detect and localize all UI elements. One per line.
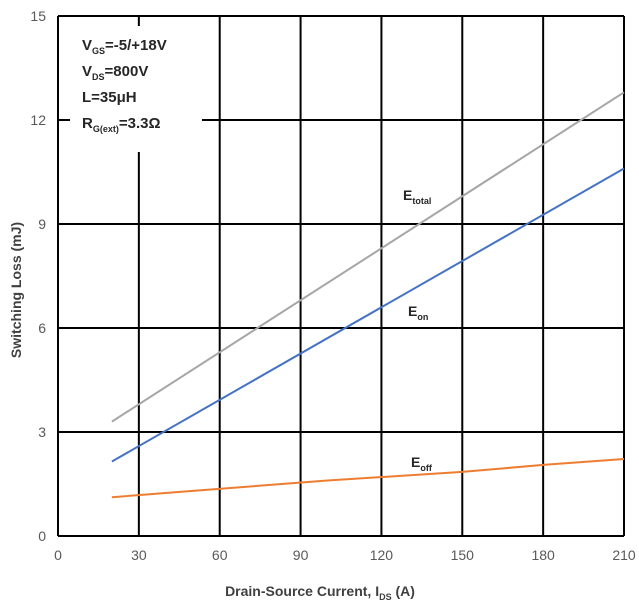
y-tick-label: 3 (38, 424, 46, 440)
x-tick-label: 150 (451, 547, 475, 563)
x-tick-label: 0 (54, 547, 62, 563)
x-tick-label: 90 (293, 547, 309, 563)
x-tick-label: 30 (131, 547, 147, 563)
y-axis-title: Switching Loss (mJ) (8, 222, 24, 358)
conditions-text: VGS=-5/+18V VDS=800V L=35μH RG(ext)=3.3Ω (82, 37, 167, 134)
y-tick-label: 9 (38, 216, 46, 232)
series-label-e-on: Eon (408, 303, 428, 322)
y-tick-label: 12 (30, 112, 46, 128)
y-tick-label: 6 (38, 320, 46, 336)
series-label-e-total: Etotal (403, 187, 431, 206)
series-labels: Etotal Eon Eoff (403, 187, 433, 473)
condition-line: VDS=800V (82, 63, 148, 82)
x-tick-labels: 0 30 60 90 120 150 180 210 (54, 547, 636, 563)
condition-line: L=35μH (82, 89, 137, 106)
x-axis-title-unit: (A) (392, 583, 415, 599)
series-line-e-off (111, 458, 625, 499)
condition-line: RG(ext)=3.3Ω (82, 115, 161, 134)
x-axis-title: Drain-Source Current, IDS (A) (225, 583, 415, 602)
x-axis-title-main: Drain-Source Current, I (225, 583, 379, 599)
x-tick-label: 210 (612, 547, 636, 563)
series-label-e-off: Eoff (411, 454, 433, 473)
y-tick-label: 15 (30, 8, 46, 24)
y-tick-label: 0 (38, 528, 46, 544)
condition-line: VGS=-5/+18V (82, 37, 167, 56)
series-lines (111, 91, 625, 499)
series-line-e-total (111, 91, 625, 423)
x-tick-label: 60 (212, 547, 228, 563)
conditions-box (70, 26, 202, 152)
grid (57, 15, 625, 537)
y-tick-labels: 0 3 6 9 12 15 (30, 8, 46, 544)
x-tick-label: 180 (531, 547, 555, 563)
x-axis-title-sub: DS (379, 592, 392, 602)
series-line-e-on (111, 167, 625, 463)
x-tick-label: 120 (370, 547, 394, 563)
